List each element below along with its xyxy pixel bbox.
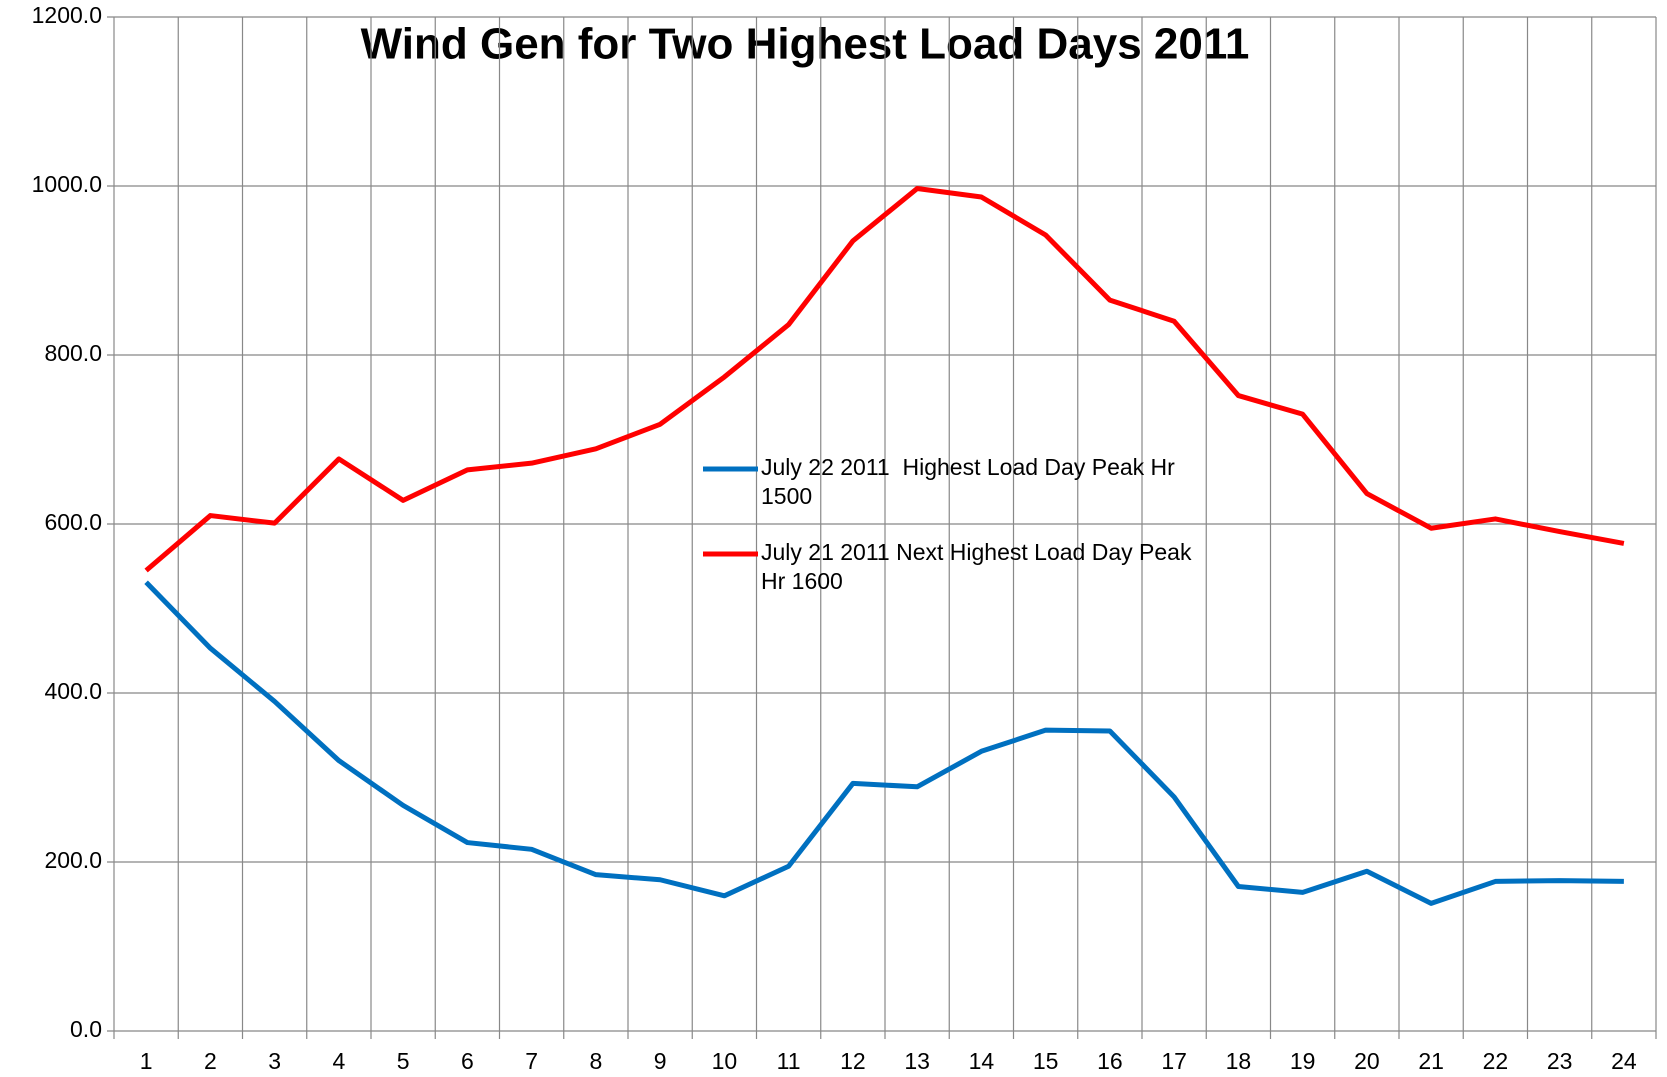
y-tick-label: 0.0 — [70, 1016, 102, 1042]
x-tick-label: 24 — [1611, 1048, 1637, 1074]
x-tick-label: 17 — [1161, 1048, 1187, 1074]
x-tick-label: 13 — [904, 1048, 930, 1074]
x-tick-label: 5 — [397, 1048, 410, 1074]
x-tick-label: 8 — [589, 1048, 602, 1074]
legend-line: July 22 2011 Highest Load Day Peak Hr — [761, 454, 1175, 480]
x-tick-label: 6 — [461, 1048, 474, 1074]
y-tick-label: 200.0 — [44, 847, 102, 873]
x-tick-label: 1 — [140, 1048, 153, 1074]
x-tick-label: 9 — [654, 1048, 667, 1074]
x-tick-label: 15 — [1033, 1048, 1059, 1074]
x-tick-label: 19 — [1290, 1048, 1316, 1074]
y-tick-label: 1200.0 — [32, 2, 102, 28]
x-tick-label: 18 — [1226, 1048, 1252, 1074]
x-tick-label: 21 — [1418, 1048, 1444, 1074]
series-line — [144, 580, 1624, 906]
legend-label: July 21 2011 Next Highest Load Day Peak H… — [761, 539, 1192, 594]
y-tick-label: 400.0 — [44, 678, 102, 704]
x-tick-label: 20 — [1354, 1048, 1380, 1074]
x-tick-label: 4 — [332, 1048, 345, 1074]
legend-line: Hr 1600 — [761, 568, 843, 594]
x-tick-label: 16 — [1097, 1048, 1123, 1074]
legend-label: July 22 2011 Highest Load Day Peak Hr 150… — [761, 454, 1175, 509]
series-line — [144, 186, 1625, 573]
x-tick-label: 2 — [204, 1048, 217, 1074]
legend-line: 1500 — [761, 483, 812, 509]
x-tick-label: 22 — [1483, 1048, 1509, 1074]
chart-title: Wind Gen for Two Highest Load Days 2011 — [361, 20, 1250, 69]
y-tick-label: 1000.0 — [32, 171, 102, 197]
x-tick-label: 7 — [525, 1048, 538, 1074]
x-tick-label: 12 — [840, 1048, 866, 1074]
x-tick-label: 11 — [777, 1048, 801, 1074]
x-tick-label: 14 — [969, 1048, 995, 1074]
y-tick-label: 800.0 — [44, 340, 102, 366]
x-tick-label: 10 — [712, 1048, 738, 1074]
y-tick-label: 600.0 — [44, 509, 102, 535]
x-tick-label: 3 — [268, 1048, 281, 1074]
x-tick-label: 23 — [1547, 1048, 1573, 1074]
legend-line: July 21 2011 Next Highest Load Day Peak — [761, 539, 1192, 565]
